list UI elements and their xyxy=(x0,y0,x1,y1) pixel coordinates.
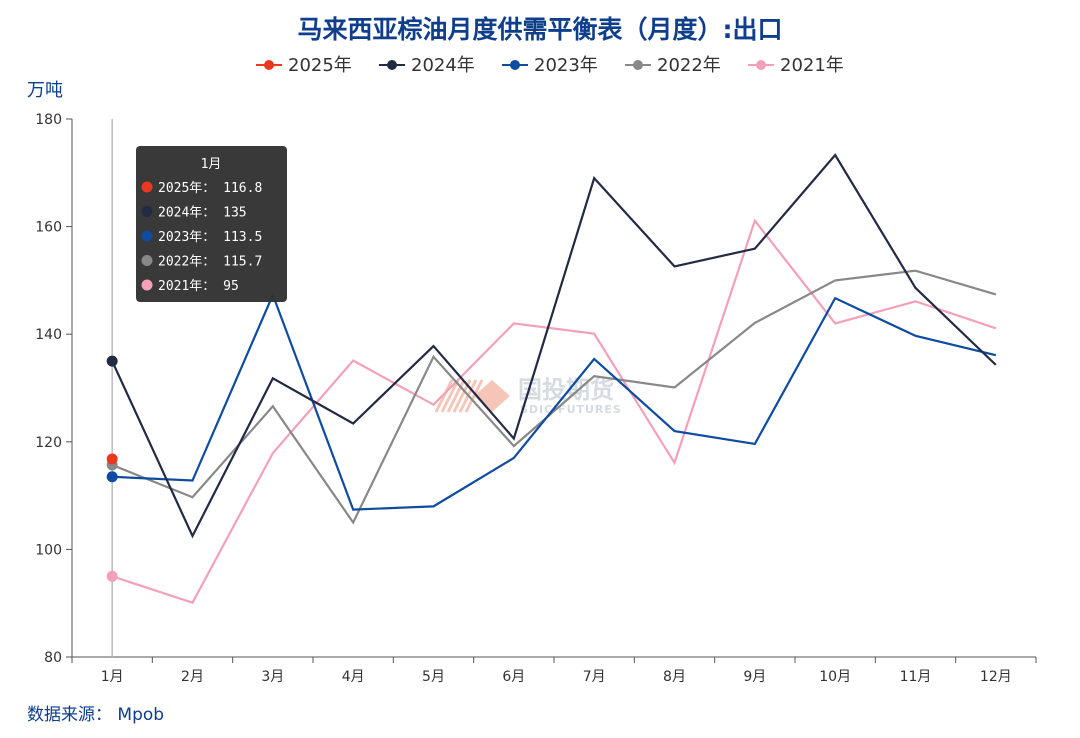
legend-item[interactable]: 2025年 xyxy=(256,55,352,76)
data-point[interactable] xyxy=(106,471,118,483)
series-2021年[interactable] xyxy=(106,218,997,604)
tooltip-row: 2025年： 116.8 xyxy=(158,181,262,196)
legend-marker xyxy=(264,60,274,70)
x-tick-label: 3月 xyxy=(261,669,284,685)
series-2025年[interactable] xyxy=(106,453,118,465)
y-tick-label: 100 xyxy=(35,542,62,558)
legend-marker xyxy=(756,60,766,70)
tooltip-row: 2021年： 95 xyxy=(158,279,239,294)
tooltip-row: 2023年： 113.5 xyxy=(158,230,262,245)
y-tick-label: 180 xyxy=(35,112,62,128)
watermark-stripe xyxy=(440,379,460,413)
x-tick-label: 10月 xyxy=(819,669,851,685)
x-tick-label: 7月 xyxy=(583,669,606,685)
legend-item[interactable]: 2024年 xyxy=(379,55,475,76)
tooltip-header: 1月 xyxy=(201,157,222,172)
series-line[interactable] xyxy=(111,269,997,525)
tooltip-box xyxy=(136,146,287,302)
watermark-stripe xyxy=(434,379,454,413)
data-point[interactable] xyxy=(106,453,118,465)
series-2024年[interactable] xyxy=(106,153,997,539)
y-tick-label: 120 xyxy=(35,435,62,451)
legend-marker xyxy=(387,60,397,70)
legend-item[interactable]: 2021年 xyxy=(748,55,844,76)
series-line[interactable] xyxy=(111,153,997,539)
y-tick-label: 80 xyxy=(44,650,62,666)
x-tick-label: 9月 xyxy=(743,669,766,685)
tooltip: 1月 2025年： 116.8 2024年： 135 2023年： 113.5 2022… xyxy=(136,146,287,302)
data-source: 数据来源： Mpob xyxy=(27,705,164,725)
legend-label: 2022年 xyxy=(657,55,721,76)
x-tick-label: 11月 xyxy=(900,669,932,685)
series-layer[interactable] xyxy=(106,153,997,604)
tooltip-marker xyxy=(141,230,153,242)
series-line[interactable] xyxy=(112,291,997,511)
data-point[interactable] xyxy=(106,570,118,582)
x-tick-label: 1月 xyxy=(101,669,124,685)
series-2023年[interactable] xyxy=(106,291,997,511)
y-tick-label: 160 xyxy=(35,220,62,236)
tooltip-marker xyxy=(141,206,153,217)
tooltip-row: 2024年： 135 xyxy=(158,206,247,221)
legend-marker xyxy=(510,60,520,70)
legend-label: 2023年 xyxy=(534,55,598,76)
x-tick-label: 4月 xyxy=(342,669,365,685)
x-tick-label: 6月 xyxy=(502,669,525,685)
legend[interactable]: 2025年 2024年 2023年 2022年 2021年 xyxy=(256,55,844,76)
tooltip-marker xyxy=(141,279,153,291)
tooltip-marker xyxy=(141,181,153,193)
tooltip-marker xyxy=(141,255,153,266)
series-line[interactable] xyxy=(111,218,997,604)
legend-label: 2025年 xyxy=(288,55,352,76)
x-tick-label: 2月 xyxy=(181,669,204,685)
watermark-sub: SDIC FUTURES xyxy=(520,403,622,416)
y-tick-label: 140 xyxy=(35,327,62,343)
legend-marker xyxy=(633,60,643,70)
watermark-stripe xyxy=(446,379,466,413)
data-point[interactable] xyxy=(106,355,118,367)
axes: 80 100 120 140 160 180 1月 2月 3月 4月 5月 6月 7月 8月 9月 10月 11… xyxy=(35,112,1037,685)
y-axis-unit: 万吨 xyxy=(27,80,63,101)
x-tick-label: 12月 xyxy=(980,669,1012,685)
tooltip-row: 2022年： 115.7 xyxy=(158,255,262,270)
legend-item[interactable]: 2023年 xyxy=(502,55,598,76)
x-tick-label: 8月 xyxy=(663,669,686,685)
legend-item[interactable]: 2022年 xyxy=(625,55,721,76)
legend-label: 2021年 xyxy=(780,55,844,76)
x-tick-label: 5月 xyxy=(422,669,445,685)
legend-label: 2024年 xyxy=(411,55,475,76)
chart-title: 马来西亚棕油月度供需平衡表（月度）:出口 xyxy=(298,15,783,44)
